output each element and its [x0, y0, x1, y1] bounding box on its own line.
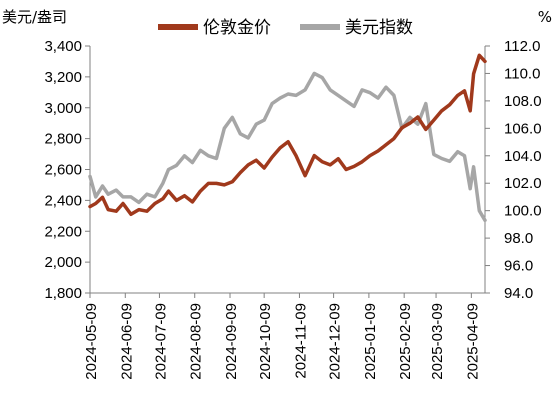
- x-axis-ticks: 2024-05-09 2024-06-09 2024-07-09 2024-08-09…: [83, 293, 481, 380]
- right-tick-label: 110.0: [504, 65, 540, 82]
- right-tick-label: 96.0: [504, 258, 533, 275]
- left-tick-label: 2,400: [44, 192, 82, 209]
- x-tick-label: 2024-10-09: [257, 303, 274, 380]
- x-tick-label: 2025-01-09: [362, 303, 379, 380]
- dollar-index-line: [88, 71, 487, 223]
- right-axis-unit: %: [538, 8, 552, 26]
- x-tick-label: 2024-11-09: [292, 303, 309, 379]
- right-tick-label: 94.0: [504, 285, 533, 302]
- left-tick-label: 2,200: [44, 223, 82, 240]
- left-axis-ticks: 1,800 2,000 2,200 2,400 2,600 2,800 3,000 3,200…: [44, 38, 90, 302]
- left-tick-label: 3,000: [44, 100, 82, 117]
- x-tick-label: 2025-03-09: [429, 303, 446, 380]
- left-tick-label: 1,800: [44, 285, 82, 302]
- left-axis-unit: 美元/盎司: [2, 8, 67, 26]
- left-tick-label: 2,000: [44, 254, 82, 271]
- right-axis-ticks: 94.0 96.0 98.0 100.0 102.0 104.0 106.0 108.0 110…: [485, 38, 542, 302]
- axes: [89, 46, 486, 294]
- right-tick-label: 106.0: [504, 120, 542, 137]
- x-tick-label: 2024-08-09: [188, 303, 205, 380]
- left-tick-label: 2,800: [44, 131, 82, 148]
- x-tick-label: 2024-07-09: [152, 303, 169, 380]
- right-tick-label: 104.0: [504, 148, 542, 165]
- legend-label-dxy: 美元指数: [345, 18, 413, 38]
- left-tick-label: 2,600: [44, 162, 82, 179]
- x-tick-label: 2024-05-09: [83, 303, 100, 380]
- x-tick-label: 2024-12-09: [327, 303, 344, 380]
- legend-label-gold: 伦敦金价: [203, 18, 271, 38]
- right-tick-label: 108.0: [504, 93, 542, 110]
- right-tick-label: 112.0: [504, 38, 540, 55]
- x-tick-label: 2024-06-09: [118, 303, 135, 380]
- legend: 伦敦金价 美元指数: [158, 18, 413, 38]
- left-tick-label: 3,200: [44, 69, 82, 86]
- x-tick-label: 2024-09-09: [223, 303, 240, 380]
- x-tick-label: 2025-02-09: [397, 303, 414, 380]
- x-tick-label: 2025-04-09: [464, 303, 481, 380]
- gold-price-line: [88, 53, 487, 217]
- series-lines: [88, 53, 487, 223]
- right-tick-label: 98.0: [504, 230, 533, 247]
- right-tick-label: 100.0: [504, 203, 542, 220]
- right-tick-label: 102.0: [504, 175, 542, 192]
- left-tick-label: 3,400: [44, 38, 82, 55]
